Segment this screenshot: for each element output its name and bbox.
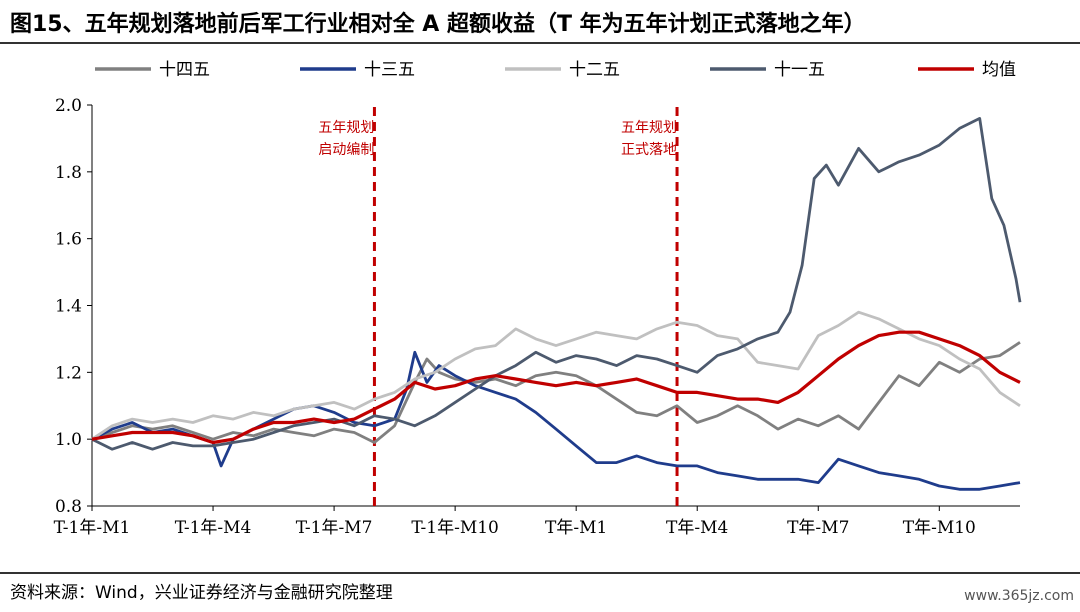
x-tick-label: T年-M1 [545,518,607,538]
y-tick-label: 1.0 [55,430,82,450]
annotation-text: 五年规划 [621,120,677,136]
source-note: 资料来源：Wind，兴业证券经济与金融研究院整理 [10,583,393,603]
series-lines [91,117,1022,491]
legend-label: 十三五 [364,60,415,80]
legend: 十四五 十三五 十二五 十一五 均值 [95,60,1016,80]
series-line [91,117,1022,451]
x-tick-label: T年-M10 [903,518,976,538]
watermark: www.365jz.com [964,588,1074,604]
series-line [91,310,1021,441]
legend-label: 均值 [982,60,1016,80]
legend-label: 十一五 [774,60,825,80]
annotation-text: 正式落地 [621,142,677,158]
x-tick-label: T-1年-M4 [175,518,252,538]
x-tick-label: T-1年-M10 [411,518,499,538]
legend-label: 十二五 [569,60,620,80]
y-tick-label: 2.0 [55,96,82,116]
x-tick-label: T-1年-M1 [54,518,131,538]
y-tick-label: 1.8 [55,163,82,183]
legend-label: 十四五 [159,60,210,80]
footer-rule [0,572,1080,574]
x-tick-label: T年-M7 [787,518,849,538]
annotation-text: 五年规划 [318,120,374,136]
title-rule [0,42,1080,44]
chart-svg: 十四五 十三五 十二五 十一五 均值 0.8 1.0 1.2 1.4 1.6 1.8 2.0 T-1年… [54,60,1022,538]
series-line [91,330,1021,445]
annotation-text: 启动编制 [318,142,374,158]
chart-title: 图15、五年规划落地前后军工行业相对全 A 超额收益（T 年为五年计划正式落地之… [10,12,866,37]
axes: 0.8 1.0 1.2 1.4 1.6 1.8 2.0 T-1年-M1 T-1年-M4 T-1年-… [54,96,1020,538]
y-tick-label: 0.8 [55,497,82,517]
series-line [91,341,1021,444]
y-tick-label: 1.2 [55,363,82,383]
x-tick-label: T-1年-M7 [296,518,373,538]
y-tick-label: 1.4 [55,297,82,317]
y-tick-label: 1.6 [55,230,82,250]
x-tick-label: T年-M4 [666,518,728,538]
